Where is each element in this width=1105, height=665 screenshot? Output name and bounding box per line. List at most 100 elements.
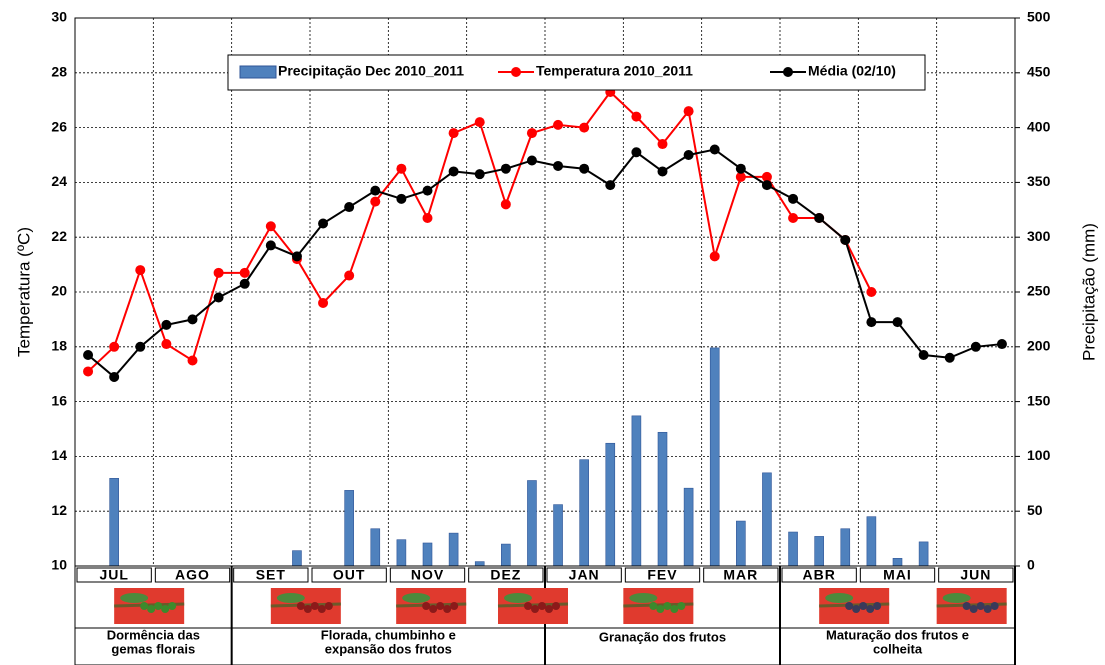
bar — [867, 517, 876, 566]
legend-label: Precipitação Dec 2010_2011 — [278, 63, 464, 79]
y2-tick-label: 100 — [1027, 447, 1051, 463]
point — [866, 317, 876, 327]
bar — [397, 540, 406, 566]
fruit — [154, 602, 162, 610]
point — [240, 279, 250, 289]
bar — [710, 348, 719, 566]
y2-tick-label: 0 — [1027, 557, 1035, 573]
point — [135, 342, 145, 352]
point — [109, 372, 119, 382]
fruit — [873, 602, 881, 610]
point — [866, 287, 876, 297]
legend-marker — [511, 67, 521, 77]
y-tick-label: 16 — [51, 392, 67, 408]
bar — [658, 432, 667, 566]
bar — [501, 544, 510, 566]
legend-swatch — [240, 66, 276, 78]
fruit — [140, 602, 148, 610]
point — [214, 292, 224, 302]
point — [997, 339, 1007, 349]
leaf — [825, 593, 853, 603]
point — [214, 268, 224, 278]
point — [396, 194, 406, 204]
month-label: NOV — [411, 567, 444, 583]
fruit — [297, 602, 305, 610]
bar — [919, 542, 928, 566]
fruit — [670, 605, 678, 613]
bar — [606, 443, 615, 566]
phase-label: Florada, chumbinho e — [321, 627, 456, 642]
phase-label: Maturação dos frutos e — [826, 627, 969, 642]
month-label: JUL — [99, 567, 128, 583]
bar — [475, 562, 484, 566]
point — [83, 350, 93, 360]
y2-tick-label: 450 — [1027, 64, 1051, 80]
leaf — [277, 593, 305, 603]
month-label: MAR — [723, 567, 758, 583]
y2-tick-label: 300 — [1027, 228, 1051, 244]
bar — [893, 558, 902, 566]
fruit — [991, 602, 999, 610]
point — [762, 180, 772, 190]
bar — [684, 488, 693, 566]
point — [501, 199, 511, 209]
y2-tick-label: 50 — [1027, 502, 1043, 518]
fruit — [318, 605, 326, 613]
point — [945, 353, 955, 363]
y-tick-label: 22 — [51, 228, 67, 244]
leaf — [402, 593, 430, 603]
point — [893, 317, 903, 327]
point — [240, 268, 250, 278]
leaf — [943, 593, 971, 603]
point — [423, 213, 433, 223]
bar — [449, 533, 458, 566]
y-tick-label: 24 — [51, 173, 67, 189]
y-tick-label: 12 — [51, 502, 67, 518]
point — [475, 169, 485, 179]
fruit — [450, 602, 458, 610]
fruit — [538, 602, 546, 610]
month-label: AGO — [175, 567, 210, 583]
bar — [110, 478, 119, 566]
fruit — [531, 605, 539, 613]
point — [449, 166, 459, 176]
fruit — [304, 605, 312, 613]
y-tick-label: 30 — [51, 9, 67, 25]
y2-tick-label: 150 — [1027, 392, 1051, 408]
point — [788, 194, 798, 204]
fruit — [429, 605, 437, 613]
point — [501, 164, 511, 174]
point — [919, 350, 929, 360]
y2-tick-label: 400 — [1027, 118, 1051, 134]
point — [658, 139, 668, 149]
fruit — [552, 602, 560, 610]
bar — [632, 416, 641, 566]
point — [579, 164, 589, 174]
bar — [292, 551, 301, 566]
fruit — [161, 605, 169, 613]
bar — [736, 521, 745, 566]
y-axis-label: Temperatura (ºC) — [14, 227, 33, 357]
y2-tick-label: 200 — [1027, 338, 1051, 354]
y-tick-label: 14 — [51, 447, 67, 463]
month-label: ABR — [802, 567, 835, 583]
point — [579, 123, 589, 133]
fruit — [656, 605, 664, 613]
point — [449, 128, 459, 138]
point — [631, 112, 641, 122]
phase-label: expansão dos frutos — [325, 641, 452, 656]
bar — [762, 473, 771, 566]
point — [370, 186, 380, 196]
point — [840, 235, 850, 245]
fruit — [443, 605, 451, 613]
point — [188, 356, 198, 366]
fruit — [311, 602, 319, 610]
point — [658, 166, 668, 176]
legend-marker — [783, 67, 793, 77]
leaf — [120, 593, 148, 603]
bar — [815, 536, 824, 566]
leaf — [504, 593, 532, 603]
point — [344, 271, 354, 281]
point — [266, 221, 276, 231]
fruit — [168, 602, 176, 610]
